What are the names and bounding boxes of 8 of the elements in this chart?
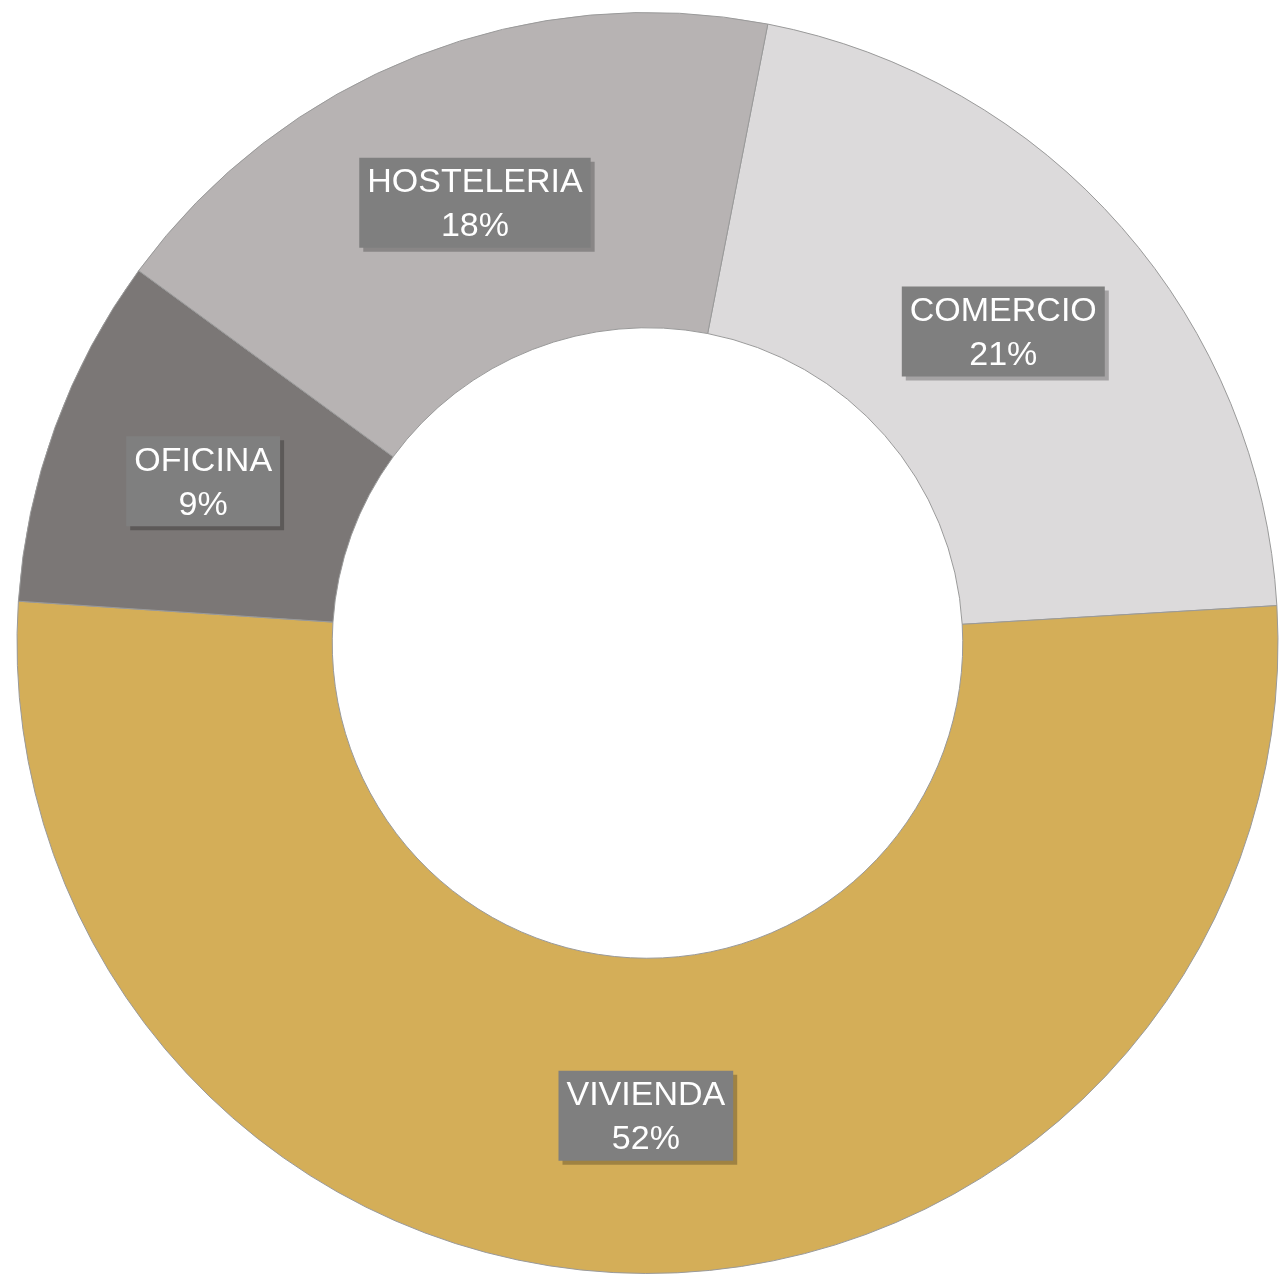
data-label: 52% xyxy=(611,1118,680,1157)
slice-label: HOSTELERIA xyxy=(367,161,583,200)
data-label: 21% xyxy=(969,333,1038,372)
data-label: 18% xyxy=(440,205,509,244)
slice-label: OFICINA xyxy=(134,439,273,478)
slice-label: COMERCIO xyxy=(909,289,1097,328)
data-label: 9% xyxy=(178,483,228,522)
slice-label: VIVIENDA xyxy=(566,1074,726,1113)
